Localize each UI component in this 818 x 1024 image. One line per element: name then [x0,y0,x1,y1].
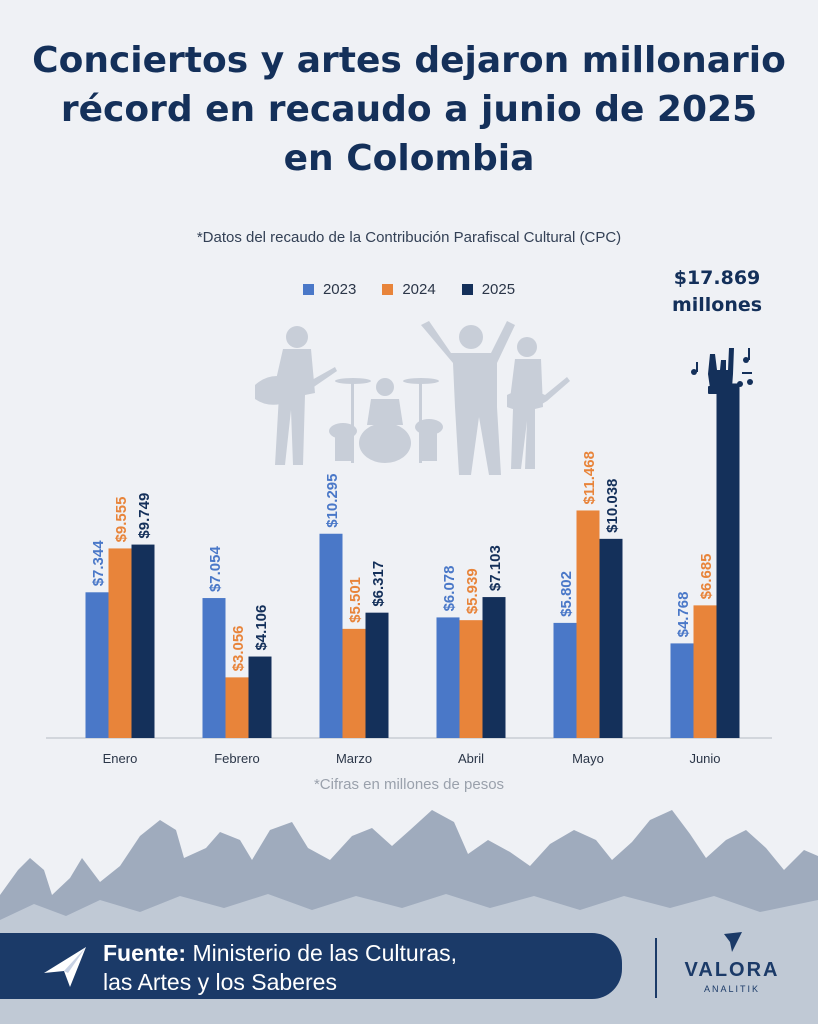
bar-2024-marzo [342,628,366,738]
bar-2024-abril [459,620,483,738]
data-label-2024-junio: $6.685 [698,553,715,599]
legend-label-2025: 2025 [481,281,516,298]
bar-2025-febrero [248,656,272,738]
rock-hand-icon [691,348,753,394]
logo-sub: ANALITIK [703,984,760,994]
source-text: Fuente: Ministerio de las Culturas, las … [103,939,457,997]
chart-subtitle: *Datos del recaudo de la Contribución Pa… [196,229,622,246]
legend-swatch-2025 [461,284,473,295]
bar-2024-febrero [225,677,249,738]
logo-mark-icon [724,932,742,952]
data-label-2023-abril: $6.078 [441,566,458,612]
data-label-2024-febrero: $3.056 [230,625,247,671]
legend-item-2023: 2023 [302,281,357,298]
bar-2023-junio [670,643,694,738]
bar-2024-enero [108,548,132,738]
x-tick-label-marzo: Marzo [336,751,372,766]
data-label-2024-marzo: $5.501 [347,577,364,623]
bar-2023-abril [436,617,460,738]
legend-swatch-2023 [302,284,314,295]
data-label-2025-febrero: $4.106 [253,605,270,651]
data-label-2025-marzo: $6.317 [370,561,387,607]
bar-2024-junio [693,605,717,738]
bar-2024-mayo [576,510,600,738]
data-label-2024-enero: $9.555 [113,497,130,543]
source-label: Fuente: [103,940,187,966]
data-label-2025-enero: $9.749 [136,493,153,539]
units-note: *Cifras en millones de pesos [313,776,505,793]
data-label-2023-febrero: $7.054 [207,546,224,593]
data-label-2024-abril: $5.939 [464,568,481,614]
footer-divider [655,938,657,998]
data-label-2025-mayo: $10.038 [604,479,621,533]
bar-chart: $7.344 $9.555 $9.749 Enero $7.054 $3.056 $4.10… [46,383,772,766]
title-line-3: en Colombia [283,138,535,179]
bar-2025-marzo [365,612,389,738]
legend-item-2024: 2024 [382,281,436,298]
data-label-2024-mayo: $11.468 [581,451,598,504]
bar-2023-marzo [319,533,343,738]
data-label-2025-abril: $7.103 [487,545,504,591]
bar-2025-abril [482,597,506,738]
logo-name: VALORA [684,959,780,981]
bar-2023-enero [85,592,109,738]
legend-item-2025: 2025 [461,281,516,298]
paper-plane-icon [44,947,86,987]
x-tick-label-abril: Abril [458,751,484,766]
data-label-2023-marzo: $10.295 [324,474,341,528]
source-banner: Fuente: Ministerio de las Culturas, las … [0,933,622,999]
callout-value: $17.869 [673,267,761,289]
legend-label-2024: 2024 [402,281,436,298]
title-line-1: Conciertos y artes dejaron millonario [32,40,786,81]
x-tick-label-enero: Enero [103,751,138,766]
title-line-2: récord en recaudo a junio de 2025 [60,89,758,130]
data-label-2023-enero: $7.344 [90,540,107,587]
source-line-1: Ministerio de las Culturas, [192,940,458,966]
bar-2023-febrero [202,598,226,738]
legend-swatch-2024 [382,284,394,295]
bar-2025-enero [131,544,155,738]
valora-analitik-logo: VALORA ANALITIK [677,932,787,994]
callout-unit: millones [671,294,763,316]
x-tick-label-mayo: Mayo [572,751,604,766]
band-silhouette-illustration [255,321,570,475]
chart-title: Conciertos y artes dejaron millonario ré… [0,36,818,183]
x-tick-label-febrero: Febrero [214,751,260,766]
bar-2025-mayo [599,538,623,738]
bar-2023-mayo [553,622,577,738]
junio-2025-callout: $17.869 millones [655,265,779,319]
data-label-2023-mayo: $5.802 [558,571,575,617]
bar-2025-junio [716,383,740,738]
legend: 2023 2024 2025 [0,281,818,298]
legend-label-2023: 2023 [322,281,357,298]
data-label-2023-junio: $4.768 [675,592,692,638]
source-line-2: las Artes y los Saberes [103,969,337,995]
x-tick-label-junio: Junio [689,751,720,766]
